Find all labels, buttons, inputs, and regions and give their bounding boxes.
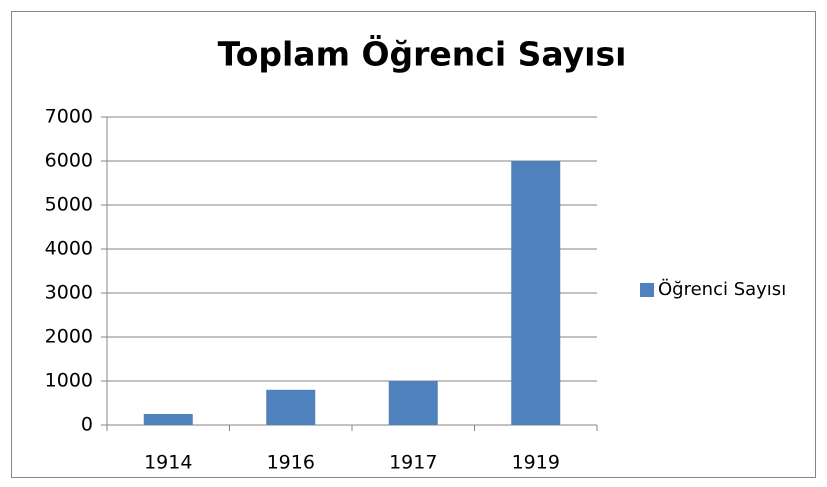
- y-tick-label: 1000: [45, 370, 93, 392]
- x-tick-label: 1919: [512, 452, 560, 474]
- y-tick-label: 3000: [45, 282, 93, 304]
- y-tick-label: 4000: [45, 238, 93, 260]
- y-tick-label: 5000: [45, 194, 93, 216]
- x-tick-label: 1916: [267, 452, 315, 474]
- x-tick-label: 1914: [144, 452, 192, 474]
- legend-swatch: [640, 283, 654, 297]
- y-tick-label: 7000: [45, 106, 93, 128]
- y-tick-label: 2000: [45, 326, 93, 348]
- y-tick-label: 0: [81, 414, 93, 436]
- bar: [388, 381, 438, 425]
- legend-label: Öğrenci Sayısı: [658, 278, 786, 300]
- x-tick-label: 1917: [389, 452, 437, 474]
- bar: [266, 389, 316, 425]
- chart-title: Toplam Öğrenci Sayısı: [218, 34, 627, 74]
- bar: [143, 414, 193, 425]
- y-tick-label: 6000: [45, 150, 93, 172]
- bar: [511, 161, 561, 425]
